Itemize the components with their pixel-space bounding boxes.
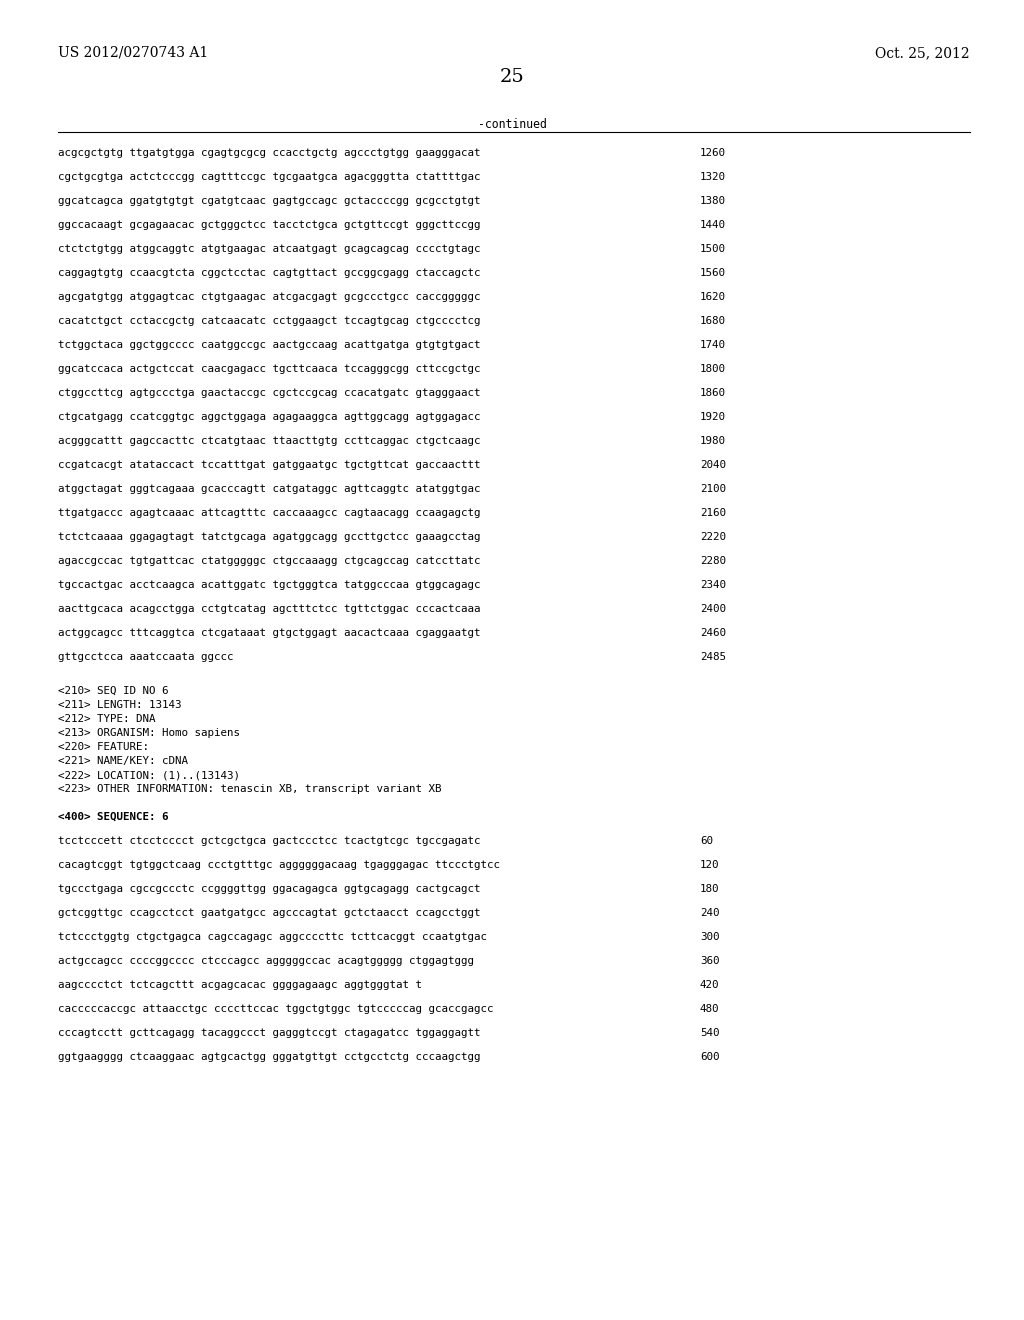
Text: atggctagat gggtcagaaa gcacccagtt catgataggc agttcaggtc atatggtgac: atggctagat gggtcagaaa gcacccagtt catgata… bbox=[58, 484, 480, 494]
Text: aacttgcaca acagcctgga cctgtcatag agctttctcc tgttctggac cccactcaaa: aacttgcaca acagcctgga cctgtcatag agctttc… bbox=[58, 605, 480, 614]
Text: cacatctgct cctaccgctg catcaacatc cctggaagct tccagtgcag ctgcccctcg: cacatctgct cctaccgctg catcaacatc cctggaa… bbox=[58, 315, 480, 326]
Text: 540: 540 bbox=[700, 1028, 720, 1038]
Text: agcgatgtgg atggagtcac ctgtgaagac atcgacgagt gcgccctgcc caccgggggc: agcgatgtgg atggagtcac ctgtgaagac atcgacg… bbox=[58, 292, 480, 302]
Text: ctggccttcg agtgccctga gaactaccgc cgctccgcag ccacatgatc gtagggaact: ctggccttcg agtgccctga gaactaccgc cgctccg… bbox=[58, 388, 480, 399]
Text: ctgcatgagg ccatcggtgc aggctggaga agagaaggca agttggcagg agtggagacc: ctgcatgagg ccatcggtgc aggctggaga agagaag… bbox=[58, 412, 480, 422]
Text: 2485: 2485 bbox=[700, 652, 726, 663]
Text: actggcagcc tttcaggtca ctcgataaat gtgctggagt aacactcaaa cgaggaatgt: actggcagcc tttcaggtca ctcgataaat gtgctgg… bbox=[58, 628, 480, 638]
Text: -continued: -continued bbox=[477, 117, 547, 131]
Text: 2400: 2400 bbox=[700, 605, 726, 614]
Text: 120: 120 bbox=[700, 861, 720, 870]
Text: tcctcccett ctcctcccct gctcgctgca gactccctcc tcactgtcgc tgccgagatc: tcctcccett ctcctcccct gctcgctgca gactccc… bbox=[58, 836, 480, 846]
Text: ggccacaagt gcgagaacac gctgggctcc tacctctgca gctgttccgt gggcttccgg: ggccacaagt gcgagaacac gctgggctcc tacctct… bbox=[58, 220, 480, 230]
Text: 1320: 1320 bbox=[700, 172, 726, 182]
Text: <223> OTHER INFORMATION: tenascin XB, transcript variant XB: <223> OTHER INFORMATION: tenascin XB, tr… bbox=[58, 784, 441, 795]
Text: ccgatcacgt atataccact tccatttgat gatggaatgc tgctgttcat gaccaacttt: ccgatcacgt atataccact tccatttgat gatggaa… bbox=[58, 459, 480, 470]
Text: 600: 600 bbox=[700, 1052, 720, 1063]
Text: caggagtgtg ccaacgtcta cggctcctac cagtgttact gccggcgagg ctaccagctc: caggagtgtg ccaacgtcta cggctcctac cagtgtt… bbox=[58, 268, 480, 279]
Text: tgccactgac acctcaagca acattggatc tgctgggtca tatggcccaa gtggcagagc: tgccactgac acctcaagca acattggatc tgctggg… bbox=[58, 579, 480, 590]
Text: <222> LOCATION: (1)..(13143): <222> LOCATION: (1)..(13143) bbox=[58, 770, 240, 780]
Text: ggcatccaca actgctccat caacgagacc tgcttcaaca tccagggcgg cttccgctgc: ggcatccaca actgctccat caacgagacc tgcttca… bbox=[58, 364, 480, 374]
Text: agaccgccac tgtgattcac ctatgggggc ctgccaaagg ctgcagccag catccttatc: agaccgccac tgtgattcac ctatgggggc ctgccaa… bbox=[58, 556, 480, 566]
Text: 1500: 1500 bbox=[700, 244, 726, 253]
Text: cacccccaccgc attaacctgc ccccttccac tggctgtggc tgtcccccag gcaccgagcc: cacccccaccgc attaacctgc ccccttccac tggct… bbox=[58, 1005, 494, 1014]
Text: tctccctggtg ctgctgagca cagccagagc aggccccttc tcttcacggt ccaatgtgac: tctccctggtg ctgctgagca cagccagagc aggccc… bbox=[58, 932, 487, 942]
Text: tctggctaca ggctggcccc caatggccgc aactgccaag acattgatga gtgtgtgact: tctggctaca ggctggcccc caatggccgc aactgcc… bbox=[58, 341, 480, 350]
Text: cacagtcggt tgtggctcaag ccctgtttgc aggggggacaag tgagggagac ttccctgtcc: cacagtcggt tgtggctcaag ccctgtttgc aggggg… bbox=[58, 861, 500, 870]
Text: 480: 480 bbox=[700, 1005, 720, 1014]
Text: ggcatcagca ggatgtgtgt cgatgtcaac gagtgccagc gctaccccgg gcgcctgtgt: ggcatcagca ggatgtgtgt cgatgtcaac gagtgcc… bbox=[58, 195, 480, 206]
Text: 2460: 2460 bbox=[700, 628, 726, 638]
Text: 1560: 1560 bbox=[700, 268, 726, 279]
Text: US 2012/0270743 A1: US 2012/0270743 A1 bbox=[58, 46, 208, 59]
Text: 1920: 1920 bbox=[700, 412, 726, 422]
Text: ctctctgtgg atggcaggtc atgtgaagac atcaatgagt gcagcagcag cccctgtagc: ctctctgtgg atggcaggtc atgtgaagac atcaatg… bbox=[58, 244, 480, 253]
Text: acgcgctgtg ttgatgtgga cgagtgcgcg ccacctgctg agccctgtgg gaagggacat: acgcgctgtg ttgatgtgga cgagtgcgcg ccacctg… bbox=[58, 148, 480, 158]
Text: 2340: 2340 bbox=[700, 579, 726, 590]
Text: <210> SEQ ID NO 6: <210> SEQ ID NO 6 bbox=[58, 686, 169, 696]
Text: 2040: 2040 bbox=[700, 459, 726, 470]
Text: 25: 25 bbox=[500, 69, 524, 86]
Text: 420: 420 bbox=[700, 979, 720, 990]
Text: 2220: 2220 bbox=[700, 532, 726, 543]
Text: <212> TYPE: DNA: <212> TYPE: DNA bbox=[58, 714, 156, 723]
Text: tctctcaaaa ggagagtagt tatctgcaga agatggcagg gccttgctcc gaaagcctag: tctctcaaaa ggagagtagt tatctgcaga agatggc… bbox=[58, 532, 480, 543]
Text: 2160: 2160 bbox=[700, 508, 726, 517]
Text: <400> SEQUENCE: 6: <400> SEQUENCE: 6 bbox=[58, 812, 169, 822]
Text: <213> ORGANISM: Homo sapiens: <213> ORGANISM: Homo sapiens bbox=[58, 729, 240, 738]
Text: 1260: 1260 bbox=[700, 148, 726, 158]
Text: cgctgcgtga actctcccgg cagtttccgc tgcgaatgca agacgggtta ctattttgac: cgctgcgtga actctcccgg cagtttccgc tgcgaat… bbox=[58, 172, 480, 182]
Text: 1860: 1860 bbox=[700, 388, 726, 399]
Text: 1680: 1680 bbox=[700, 315, 726, 326]
Text: 1800: 1800 bbox=[700, 364, 726, 374]
Text: 1440: 1440 bbox=[700, 220, 726, 230]
Text: 300: 300 bbox=[700, 932, 720, 942]
Text: 1620: 1620 bbox=[700, 292, 726, 302]
Text: gctcggttgc ccagcctcct gaatgatgcc agcccagtat gctctaacct ccagcctggt: gctcggttgc ccagcctcct gaatgatgcc agcccag… bbox=[58, 908, 480, 917]
Text: ttgatgaccc agagtcaaac attcagtttc caccaaagcc cagtaacagg ccaagagctg: ttgatgaccc agagtcaaac attcagtttc caccaaa… bbox=[58, 508, 480, 517]
Text: <211> LENGTH: 13143: <211> LENGTH: 13143 bbox=[58, 700, 181, 710]
Text: gttgcctcca aaatccaata ggccc: gttgcctcca aaatccaata ggccc bbox=[58, 652, 233, 663]
Text: 360: 360 bbox=[700, 956, 720, 966]
Text: <221> NAME/KEY: cDNA: <221> NAME/KEY: cDNA bbox=[58, 756, 188, 766]
Text: aagcccctct tctcagcttt acgagcacac ggggagaagc aggtgggtat t: aagcccctct tctcagcttt acgagcacac ggggaga… bbox=[58, 979, 422, 990]
Text: ggtgaagggg ctcaaggaac agtgcactgg gggatgttgt cctgcctctg cccaagctgg: ggtgaagggg ctcaaggaac agtgcactgg gggatgt… bbox=[58, 1052, 480, 1063]
Text: Oct. 25, 2012: Oct. 25, 2012 bbox=[876, 46, 970, 59]
Text: actgccagcc ccccggcccc ctcccagcc agggggccac acagtggggg ctggagtggg: actgccagcc ccccggcccc ctcccagcc agggggcc… bbox=[58, 956, 474, 966]
Text: 180: 180 bbox=[700, 884, 720, 894]
Text: <220> FEATURE:: <220> FEATURE: bbox=[58, 742, 150, 752]
Text: tgccctgaga cgccgccctc ccggggttgg ggacagagca ggtgcagagg cactgcagct: tgccctgaga cgccgccctc ccggggttgg ggacaga… bbox=[58, 884, 480, 894]
Text: 2280: 2280 bbox=[700, 556, 726, 566]
Text: acgggcattt gagccacttc ctcatgtaac ttaacttgtg ccttcaggac ctgctcaagc: acgggcattt gagccacttc ctcatgtaac ttaactt… bbox=[58, 436, 480, 446]
Text: 240: 240 bbox=[700, 908, 720, 917]
Text: 1380: 1380 bbox=[700, 195, 726, 206]
Text: 60: 60 bbox=[700, 836, 713, 846]
Text: cccagtcctt gcttcagagg tacaggccct gagggtccgt ctagagatcc tggaggagtt: cccagtcctt gcttcagagg tacaggccct gagggtc… bbox=[58, 1028, 480, 1038]
Text: 1980: 1980 bbox=[700, 436, 726, 446]
Text: 2100: 2100 bbox=[700, 484, 726, 494]
Text: 1740: 1740 bbox=[700, 341, 726, 350]
